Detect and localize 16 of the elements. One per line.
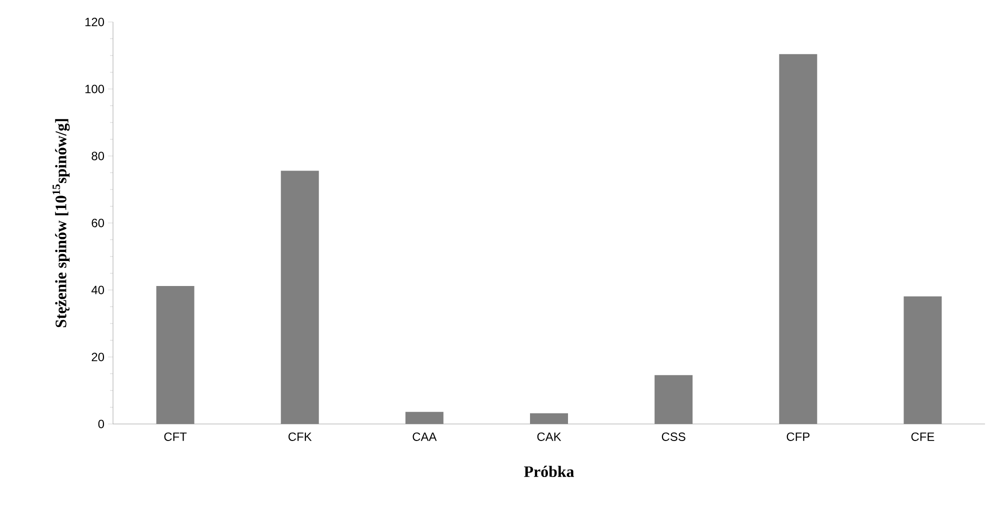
y-tick-label: 120 [85, 18, 104, 26]
x-tick-label: CAK [537, 432, 562, 441]
x-tick-label: CFE [911, 432, 934, 441]
y-tick-label: 60 [92, 218, 104, 228]
y-tick-label: 100 [85, 84, 104, 94]
x-tick-label: CSS [662, 432, 686, 441]
y-axis-title: Stężenie spinów [10$^{15}$spinów/g] [52, 119, 70, 328]
y-tick-label: 80 [92, 152, 104, 160]
x-tick-label: CFT [164, 432, 187, 441]
x-tick-label: CFP [786, 432, 810, 441]
x-tick-label: CFK [288, 432, 312, 441]
y-tick-label: 20 [92, 352, 104, 362]
x-tick-label: CAA [412, 432, 437, 441]
y-tick-label: 40 [91, 286, 104, 294]
x-axis-title: Próbka [524, 466, 574, 478]
y-tick-label: 0 [98, 420, 104, 428]
